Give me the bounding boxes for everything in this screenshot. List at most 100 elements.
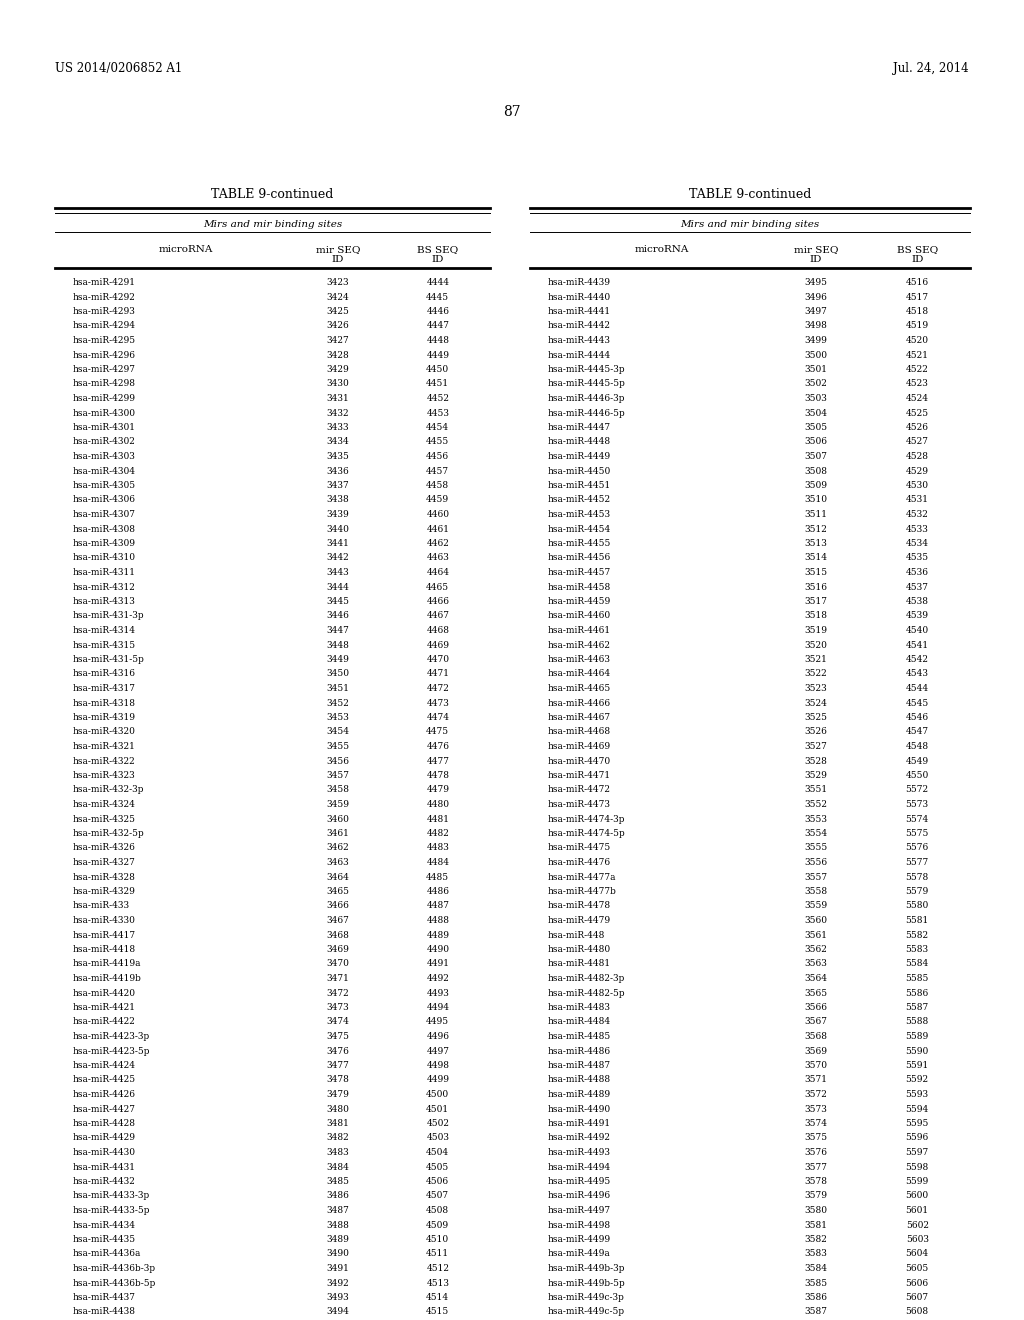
Text: 4499: 4499 bbox=[426, 1076, 450, 1085]
Text: 4543: 4543 bbox=[905, 669, 929, 678]
Text: 3465: 3465 bbox=[327, 887, 349, 896]
Text: 4527: 4527 bbox=[905, 437, 929, 446]
Text: 4541: 4541 bbox=[905, 640, 929, 649]
Text: 3513: 3513 bbox=[805, 539, 827, 548]
Text: hsa-miR-4474-5p: hsa-miR-4474-5p bbox=[548, 829, 626, 838]
Text: hsa-miR-4473: hsa-miR-4473 bbox=[548, 800, 610, 809]
Text: 5602: 5602 bbox=[905, 1221, 929, 1229]
Text: TABLE 9-continued: TABLE 9-continued bbox=[689, 187, 811, 201]
Text: 3559: 3559 bbox=[805, 902, 827, 911]
Text: 3581: 3581 bbox=[805, 1221, 827, 1229]
Text: hsa-miR-4463: hsa-miR-4463 bbox=[548, 655, 610, 664]
Text: 3487: 3487 bbox=[327, 1206, 349, 1214]
Text: 3430: 3430 bbox=[327, 380, 349, 388]
Text: hsa-miR-4434: hsa-miR-4434 bbox=[73, 1221, 135, 1229]
Text: hsa-miR-4496: hsa-miR-4496 bbox=[548, 1192, 610, 1200]
Text: 3498: 3498 bbox=[805, 322, 827, 330]
Text: hsa-miR-4300: hsa-miR-4300 bbox=[73, 408, 135, 417]
Text: 5593: 5593 bbox=[905, 1090, 929, 1100]
Text: hsa-miR-4476: hsa-miR-4476 bbox=[548, 858, 610, 867]
Text: 3580: 3580 bbox=[805, 1206, 827, 1214]
Text: 3505: 3505 bbox=[805, 422, 827, 432]
Text: 4534: 4534 bbox=[905, 539, 929, 548]
Text: 3428: 3428 bbox=[327, 351, 349, 359]
Text: hsa-miR-4459: hsa-miR-4459 bbox=[548, 597, 611, 606]
Text: 3514: 3514 bbox=[805, 553, 827, 562]
Text: hsa-miR-431-3p: hsa-miR-431-3p bbox=[73, 611, 144, 620]
Text: hsa-miR-4455: hsa-miR-4455 bbox=[548, 539, 611, 548]
Text: 5607: 5607 bbox=[905, 1294, 929, 1302]
Text: 3462: 3462 bbox=[327, 843, 349, 853]
Text: 3436: 3436 bbox=[327, 466, 349, 475]
Text: 5598: 5598 bbox=[905, 1163, 929, 1172]
Text: ID: ID bbox=[332, 255, 344, 264]
Text: hsa-miR-4429: hsa-miR-4429 bbox=[73, 1134, 135, 1143]
Text: hsa-miR-4319: hsa-miR-4319 bbox=[73, 713, 135, 722]
Text: hsa-miR-449c-3p: hsa-miR-449c-3p bbox=[548, 1294, 625, 1302]
Text: 4469: 4469 bbox=[426, 640, 450, 649]
Text: hsa-miR-4489: hsa-miR-4489 bbox=[548, 1090, 610, 1100]
Text: 5578: 5578 bbox=[905, 873, 929, 882]
Text: 3479: 3479 bbox=[327, 1090, 349, 1100]
Text: hsa-miR-4321: hsa-miR-4321 bbox=[73, 742, 135, 751]
Text: 4532: 4532 bbox=[906, 510, 929, 519]
Text: microRNA: microRNA bbox=[159, 246, 213, 253]
Text: 3442: 3442 bbox=[327, 553, 349, 562]
Text: 3578: 3578 bbox=[805, 1177, 827, 1185]
Text: hsa-miR-4325: hsa-miR-4325 bbox=[73, 814, 135, 824]
Text: 3507: 3507 bbox=[805, 451, 827, 461]
Text: hsa-miR-4493: hsa-miR-4493 bbox=[548, 1148, 610, 1158]
Text: hsa-miR-4461: hsa-miR-4461 bbox=[548, 626, 610, 635]
Text: 3435: 3435 bbox=[327, 451, 349, 461]
Text: 3586: 3586 bbox=[805, 1294, 827, 1302]
Text: 3584: 3584 bbox=[805, 1265, 827, 1272]
Text: hsa-miR-448: hsa-miR-448 bbox=[548, 931, 605, 940]
Text: 3449: 3449 bbox=[327, 655, 349, 664]
Text: 4521: 4521 bbox=[905, 351, 929, 359]
Text: 5574: 5574 bbox=[905, 814, 929, 824]
Text: 4544: 4544 bbox=[905, 684, 929, 693]
Text: 3468: 3468 bbox=[327, 931, 349, 940]
Text: 4530: 4530 bbox=[905, 480, 929, 490]
Text: hsa-miR-4417: hsa-miR-4417 bbox=[73, 931, 135, 940]
Text: 4536: 4536 bbox=[905, 568, 929, 577]
Text: 4531: 4531 bbox=[905, 495, 929, 504]
Text: 4497: 4497 bbox=[426, 1047, 450, 1056]
Text: 4514: 4514 bbox=[426, 1294, 450, 1302]
Text: 3434: 3434 bbox=[327, 437, 349, 446]
Text: 3478: 3478 bbox=[327, 1076, 349, 1085]
Text: 4493: 4493 bbox=[426, 989, 450, 998]
Text: 3568: 3568 bbox=[805, 1032, 827, 1041]
Text: 3459: 3459 bbox=[327, 800, 349, 809]
Text: 3437: 3437 bbox=[327, 480, 349, 490]
Text: BS SEQ: BS SEQ bbox=[897, 246, 938, 253]
Text: hsa-miR-4436b-3p: hsa-miR-4436b-3p bbox=[73, 1265, 156, 1272]
Text: hsa-miR-4305: hsa-miR-4305 bbox=[73, 480, 135, 490]
Text: 3564: 3564 bbox=[805, 974, 827, 983]
Text: 4462: 4462 bbox=[426, 539, 450, 548]
Text: Jul. 24, 2014: Jul. 24, 2014 bbox=[893, 62, 969, 75]
Text: 4488: 4488 bbox=[426, 916, 450, 925]
Text: 3523: 3523 bbox=[805, 684, 827, 693]
Text: 4487: 4487 bbox=[426, 902, 450, 911]
Text: hsa-miR-4419b: hsa-miR-4419b bbox=[73, 974, 141, 983]
Text: 3464: 3464 bbox=[327, 873, 349, 882]
Text: 3552: 3552 bbox=[805, 800, 827, 809]
Text: mir SEQ: mir SEQ bbox=[794, 246, 839, 253]
Text: hsa-miR-4457: hsa-miR-4457 bbox=[548, 568, 611, 577]
Text: 3563: 3563 bbox=[805, 960, 827, 969]
Text: hsa-miR-4291: hsa-miR-4291 bbox=[73, 279, 135, 286]
Text: 3473: 3473 bbox=[327, 1003, 349, 1012]
Text: 3453: 3453 bbox=[327, 713, 349, 722]
Text: hsa-miR-4299: hsa-miR-4299 bbox=[73, 393, 135, 403]
Text: 3504: 3504 bbox=[805, 408, 827, 417]
Text: 4500: 4500 bbox=[426, 1090, 450, 1100]
Text: 3441: 3441 bbox=[327, 539, 349, 548]
Text: 3455: 3455 bbox=[327, 742, 349, 751]
Text: hsa-miR-4318: hsa-miR-4318 bbox=[73, 698, 135, 708]
Text: hsa-miR-4308: hsa-miR-4308 bbox=[73, 524, 135, 533]
Text: hsa-miR-4469: hsa-miR-4469 bbox=[548, 742, 610, 751]
Text: 3457: 3457 bbox=[327, 771, 349, 780]
Text: 4456: 4456 bbox=[426, 451, 450, 461]
Text: 3522: 3522 bbox=[805, 669, 827, 678]
